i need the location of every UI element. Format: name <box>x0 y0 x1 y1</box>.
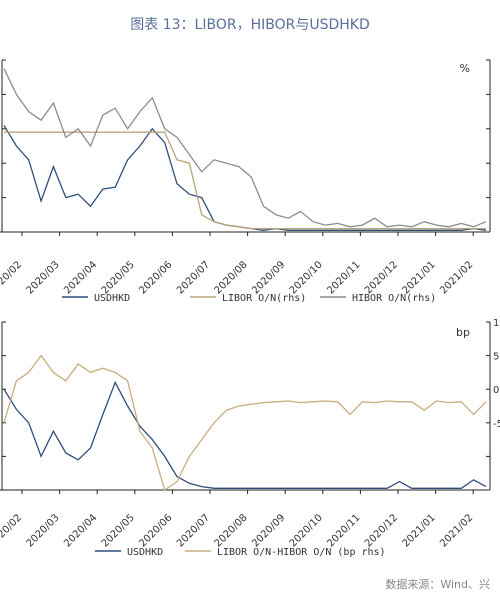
chart0-x-tick-label: 2021/01 <box>401 259 438 296</box>
chart1-x-tick-label: 2021/02 <box>438 512 475 549</box>
chart1-x-tick-label: 2020/12 <box>363 512 400 549</box>
chart0-x-tick-label: 2020/02 <box>0 259 24 296</box>
chart0-x-tick-label: 2020/05 <box>100 259 137 296</box>
chart1-right-tick-label: 50 <box>493 352 500 363</box>
chart1-legend-label: USDHKD <box>127 547 163 558</box>
chart0-x-tick-label: 2020/12 <box>363 259 400 296</box>
chart1-right-tick-label: 0 <box>493 385 499 396</box>
chart1-x-tick-label: 2020/07 <box>175 512 212 549</box>
chart1-x-tick-label: 2020/04 <box>62 512 99 549</box>
chart1-unit-label: bp <box>456 326 470 339</box>
chart1-x-tick-label: 2020/06 <box>137 512 174 549</box>
chart1-x-tick-label: 2021/01 <box>401 512 438 549</box>
chart0-x-tick-label: 2020/07 <box>175 259 212 296</box>
chart1-x-tick-label: 2020/10 <box>288 512 325 549</box>
chart1-legend-label: LIBOR O/N-HIBOR O/N (bp rhs) <box>217 547 386 558</box>
chart0-x-tick-label: 2020/08 <box>213 259 250 296</box>
chart-title: 图表 13：LIBOR，HIBOR与USDHKD <box>130 17 370 33</box>
chart1-right-tick-label: 100 <box>493 318 500 329</box>
chart0-x-tick-label: 2020/10 <box>288 259 325 296</box>
chart1-x-tick-label: 2020/09 <box>250 512 287 549</box>
chart1-series-line-0 <box>3 380 487 489</box>
source-note: 数据来源：Wind、兴 <box>385 578 490 591</box>
chart0-x-tick-label: 2020/09 <box>250 259 287 296</box>
chart1-right-tick-label: -50 <box>493 419 500 430</box>
chart1-x-tick-label: 2020/08 <box>213 512 250 549</box>
chart0-legend-label: LIBOR O/N(rhs) <box>222 293 306 304</box>
chart0-x-tick-label: 2021/02 <box>438 259 475 296</box>
chart0-series-line-2 <box>3 68 487 228</box>
chart0-x-tick-label: 2020/04 <box>62 259 99 296</box>
chart0-x-tick-label: 2020/11 <box>325 259 362 296</box>
chart1-series-line-1 <box>3 354 487 492</box>
chart0-x-tick-label: 2020/06 <box>137 259 174 296</box>
chart0-x-tick-label: 2020/03 <box>25 259 62 296</box>
chart0-legend-label: USDHKD <box>94 293 130 304</box>
chart0-series-line-0 <box>3 125 487 231</box>
chart0-series-line-1 <box>4 131 486 230</box>
chart1-x-tick-label: 2020/11 <box>325 512 362 549</box>
chart0-unit-label: % <box>460 62 470 75</box>
chart1-x-tick-label: 2020/03 <box>25 512 62 549</box>
chart1-x-tick-label: 2020/05 <box>100 512 137 549</box>
chart1-x-tick-label: 2020/02 <box>0 512 24 549</box>
chart0-legend-label: HIBOR O/N(rhs) <box>352 293 436 304</box>
